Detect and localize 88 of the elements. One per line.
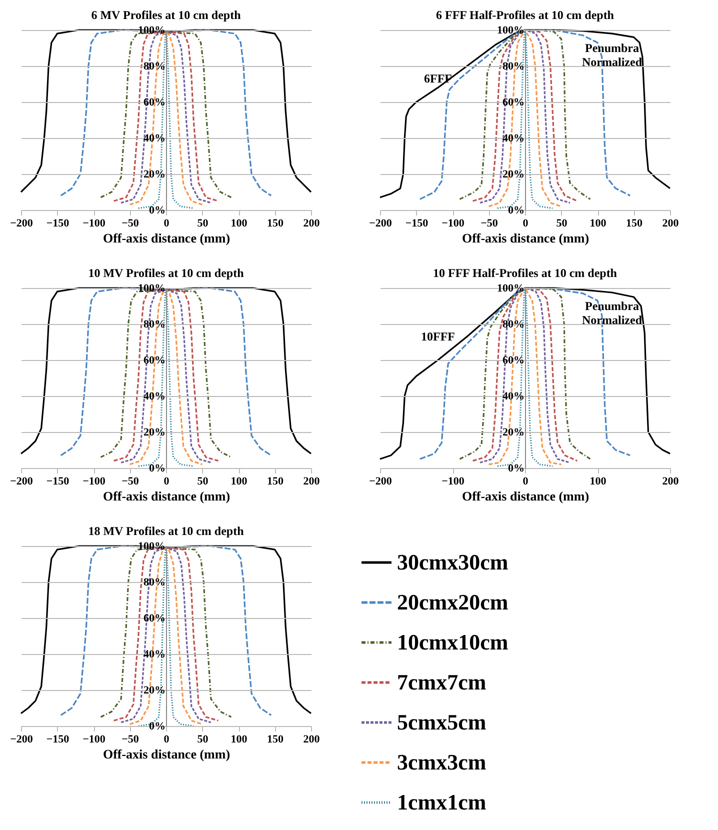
x-tick-label: −200 <box>10 218 34 230</box>
y-tick-label: 40% <box>144 390 166 402</box>
x-tick-label: −100 <box>82 218 106 230</box>
chart-title: 10 MV Profiles at 10 cm depth <box>88 266 244 280</box>
x-tick-label: −50 <box>122 218 140 230</box>
legend-label: 3cmx3cm <box>397 750 486 774</box>
x-tick-label: 0 <box>522 476 529 488</box>
y-tick-label: 20% <box>502 168 524 180</box>
y-tick-label: 100% <box>497 24 524 36</box>
x-tick-label: 100 <box>590 476 607 488</box>
annotation: 10FFF <box>421 330 455 344</box>
x-tick-label: 200 <box>303 476 320 488</box>
x-tick-label: −200 <box>369 476 392 488</box>
x-tick-label: 150 <box>267 734 284 746</box>
x-tick-label: −100 <box>442 218 465 230</box>
x-tick-label: −150 <box>405 218 429 230</box>
x-tick-label: 0 <box>164 476 170 488</box>
y-tick-label: 60% <box>144 612 166 624</box>
y-tick-label: 40% <box>502 132 524 144</box>
y-tick-label: 80% <box>502 60 524 72</box>
y-tick-label: 60% <box>144 96 166 108</box>
x-tick-label: −100 <box>442 476 465 488</box>
chart-title: 6 MV Profiles at 10 cm depth <box>91 8 242 22</box>
x-tick-label: −150 <box>46 476 70 488</box>
chart-title: 10 FFF Half-Profiles at 10 cm depth <box>433 266 618 280</box>
y-tick-label: 80% <box>144 318 166 330</box>
x-tick-label: −100 <box>82 734 106 746</box>
x-tick-label: 100 <box>230 218 248 230</box>
x-tick-label: 150 <box>626 218 643 230</box>
y-tick-label: 20% <box>144 426 166 438</box>
x-tick-label: 200 <box>303 218 320 230</box>
x-tick-label: −200 <box>10 734 34 746</box>
x-tick-label: −150 <box>46 218 70 230</box>
x-axis-title: Off-axis distance (mm) <box>462 230 590 246</box>
y-tick-label: 0% <box>508 462 524 474</box>
x-axis-title: Off-axis distance (mm) <box>102 488 230 504</box>
annotation: 6FFF <box>424 72 452 86</box>
x-tick-label: −50 <box>122 476 140 488</box>
x-tick-label: 150 <box>267 476 284 488</box>
x-tick-label: 0 <box>522 218 529 230</box>
chart-title: 6 FFF Half-Profiles at 10 cm depth <box>436 8 614 22</box>
x-tick-label: −50 <box>480 218 498 230</box>
x-tick-label: −150 <box>46 734 70 746</box>
x-tick-label: 100 <box>230 734 248 746</box>
legend-label: 7cmx7cm <box>397 670 486 694</box>
y-tick-label: 20% <box>144 684 166 696</box>
x-tick-label: −200 <box>10 476 34 488</box>
y-tick-label: 20% <box>502 426 524 438</box>
y-tick-label: 20% <box>144 168 166 180</box>
x-axis-title: Off-axis distance (mm) <box>102 746 230 762</box>
x-tick-label: 50 <box>197 734 209 746</box>
y-tick-label: 0% <box>508 204 524 216</box>
legend-label: 30cmx30cm <box>397 550 508 574</box>
chart-title: 18 MV Profiles at 10 cm depth <box>88 524 244 538</box>
y-tick-label: 60% <box>144 354 166 366</box>
x-tick-label: 200 <box>662 476 680 488</box>
x-axis-title: Off-axis distance (mm) <box>102 230 230 246</box>
y-tick-label: 40% <box>144 648 166 660</box>
x-tick-label: 150 <box>267 218 284 230</box>
x-tick-label: 100 <box>590 218 607 230</box>
y-tick-label: 60% <box>502 354 524 366</box>
annotation: Penumbra Normalized <box>582 299 642 327</box>
x-tick-label: 50 <box>556 218 568 230</box>
x-tick-label: 50 <box>197 218 209 230</box>
legend-label: 20cmx20cm <box>397 590 508 614</box>
y-tick-label: 40% <box>502 390 524 402</box>
x-axis-title: Off-axis distance (mm) <box>462 488 590 504</box>
x-tick-label: 0 <box>164 218 170 230</box>
legend-label: 10cmx10cm <box>397 630 508 654</box>
x-tick-label: 50 <box>197 476 209 488</box>
legend-label: 5cmx5cm <box>397 710 486 734</box>
y-tick-label: 100% <box>497 282 524 294</box>
y-tick-label: 0% <box>149 204 166 216</box>
y-tick-label: 80% <box>502 318 524 330</box>
x-tick-label: 0 <box>164 734 170 746</box>
x-tick-label: 100 <box>230 476 248 488</box>
x-tick-label: 200 <box>662 218 680 230</box>
y-tick-label: 80% <box>144 60 166 72</box>
y-tick-label: 0% <box>149 462 166 474</box>
x-tick-label: −50 <box>122 734 140 746</box>
x-tick-label: 200 <box>303 734 320 746</box>
y-tick-label: 80% <box>144 576 166 588</box>
x-tick-label: −100 <box>82 476 106 488</box>
y-tick-label: 0% <box>149 720 166 732</box>
y-tick-label: 60% <box>502 96 524 108</box>
y-tick-label: 40% <box>144 132 166 144</box>
legend-label: 1cmx1cm <box>397 790 486 814</box>
x-tick-label: −200 <box>369 218 392 230</box>
